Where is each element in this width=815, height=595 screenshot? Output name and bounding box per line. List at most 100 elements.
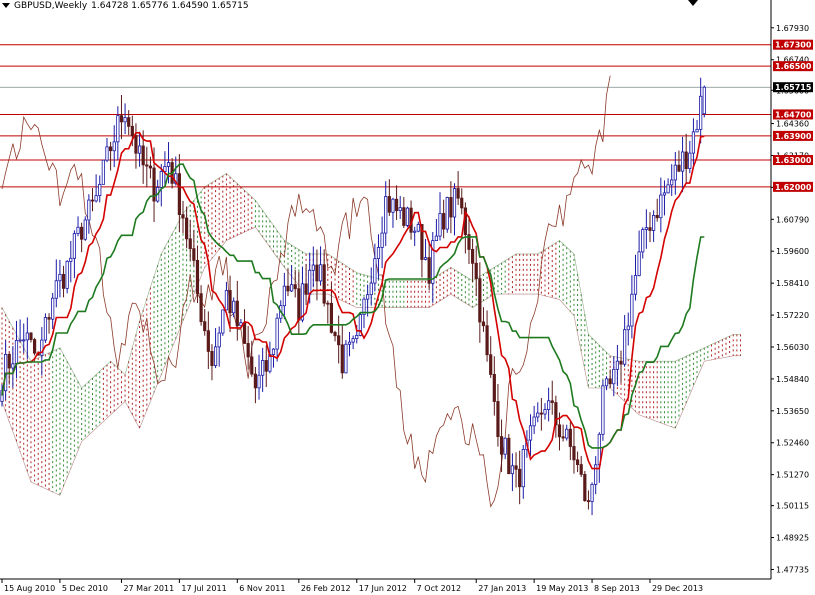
candle-body	[94, 195, 98, 202]
candle-body	[318, 264, 323, 282]
candle-body	[123, 117, 127, 123]
candle-body	[369, 282, 373, 296]
triangle-down-icon[interactable]	[688, 0, 698, 6]
candle-body	[539, 412, 543, 415]
candle-body	[489, 354, 493, 375]
candle-body	[181, 214, 185, 219]
candle-body	[677, 164, 681, 172]
candle-body	[376, 247, 381, 260]
y-tick-label: 1.60790	[776, 215, 809, 224]
candle-body	[116, 115, 120, 143]
candle-body	[688, 152, 692, 169]
candle-body	[470, 249, 475, 264]
candle-body	[304, 283, 308, 295]
x-tick-label: 26 Feb 2012	[301, 584, 351, 593]
candle-body	[119, 115, 124, 123]
candle-body	[373, 258, 377, 284]
x-tick-label: 5 Dec 2010	[62, 584, 108, 593]
candle-body	[87, 199, 91, 221]
candle-body	[40, 339, 44, 356]
level-label: 1.63900	[775, 132, 812, 141]
candle-body	[680, 151, 685, 172]
candle-body	[438, 213, 442, 237]
y-tick-label: 1.67930	[776, 24, 809, 33]
candle-body	[253, 373, 257, 389]
candle-body	[652, 214, 656, 231]
candle-body	[232, 300, 236, 314]
candle-body	[326, 302, 330, 305]
horizontal-levels[interactable]	[0, 44, 771, 188]
candle-body	[224, 290, 229, 311]
candle-body	[4, 353, 8, 392]
candle-body	[572, 446, 576, 461]
candle-body	[637, 251, 641, 276]
candle-body	[460, 197, 464, 209]
x-tick-label: 29 Dec 2013	[652, 584, 703, 593]
candle-body	[7, 353, 11, 369]
candle-body	[575, 459, 580, 465]
candle-body	[69, 257, 73, 262]
candle-body	[478, 278, 482, 323]
candle-body	[308, 269, 312, 295]
chart-header: GBPUSD,Weekly 1.64728 1.65776 1.64590 1.6…	[2, 1, 253, 15]
candle-body	[127, 117, 131, 127]
candle-body	[503, 437, 507, 455]
candle-body	[11, 363, 15, 369]
candle-body	[547, 400, 551, 410]
candle-body	[210, 351, 214, 366]
x-tick-label: 17 Jul 2011	[181, 584, 226, 593]
candle-body	[347, 341, 352, 345]
y-tick-label: 1.54840	[776, 375, 809, 384]
chevron-down-icon[interactable]	[2, 3, 10, 8]
level-labels: 1.67300 1.66500 1.64700 1.63900 1.63000 1.620…	[773, 39, 813, 192]
candle-body	[293, 284, 297, 290]
level-label: 1.66500	[775, 62, 812, 71]
candle-body	[261, 360, 265, 376]
candle-body	[340, 344, 344, 374]
candle-body	[43, 317, 48, 341]
level-label: 1.62000	[775, 183, 812, 192]
candle-body	[543, 409, 547, 415]
y-tick-label: 1.48925	[776, 534, 809, 543]
x-tick-label: 8 Sep 2013	[594, 584, 640, 593]
candle-body	[384, 196, 388, 234]
candle-body	[286, 285, 290, 292]
candle-body	[101, 159, 105, 185]
candle-body	[633, 275, 638, 295]
y-tick-label: 1.57220	[776, 311, 809, 320]
candle-body	[239, 322, 243, 327]
candle-body	[514, 465, 518, 470]
y-tick-label: 1.59600	[776, 247, 809, 256]
candle-body	[311, 264, 315, 271]
candle-body	[518, 468, 522, 488]
candle-body	[112, 141, 116, 152]
level-label: 1.64700	[775, 110, 812, 119]
candle-body	[442, 213, 446, 230]
candle-body	[362, 298, 366, 315]
candle-body	[673, 164, 677, 181]
candle-body	[420, 224, 424, 260]
candle-body	[358, 314, 362, 336]
candle-body	[604, 378, 609, 387]
candle-body	[105, 146, 109, 161]
candle-body	[322, 264, 326, 304]
candle-body	[485, 325, 489, 356]
candle-body	[695, 128, 699, 133]
candle-body	[474, 262, 478, 280]
candle-body	[235, 300, 239, 327]
candle-body	[568, 428, 572, 447]
candle-body	[366, 294, 370, 300]
candle-body	[275, 317, 279, 350]
current-price-label: 1.65715	[775, 83, 812, 92]
candle-body	[268, 354, 272, 372]
candle-body	[51, 297, 55, 320]
candle-body	[65, 261, 69, 289]
candle-body	[351, 338, 355, 343]
level-label-bg	[773, 109, 813, 120]
level-label-bg	[773, 61, 813, 72]
senkou-span-b	[1, 226, 741, 496]
candle-body	[510, 465, 515, 475]
kijun-line	[1, 163, 705, 449]
candle-body	[192, 248, 196, 261]
